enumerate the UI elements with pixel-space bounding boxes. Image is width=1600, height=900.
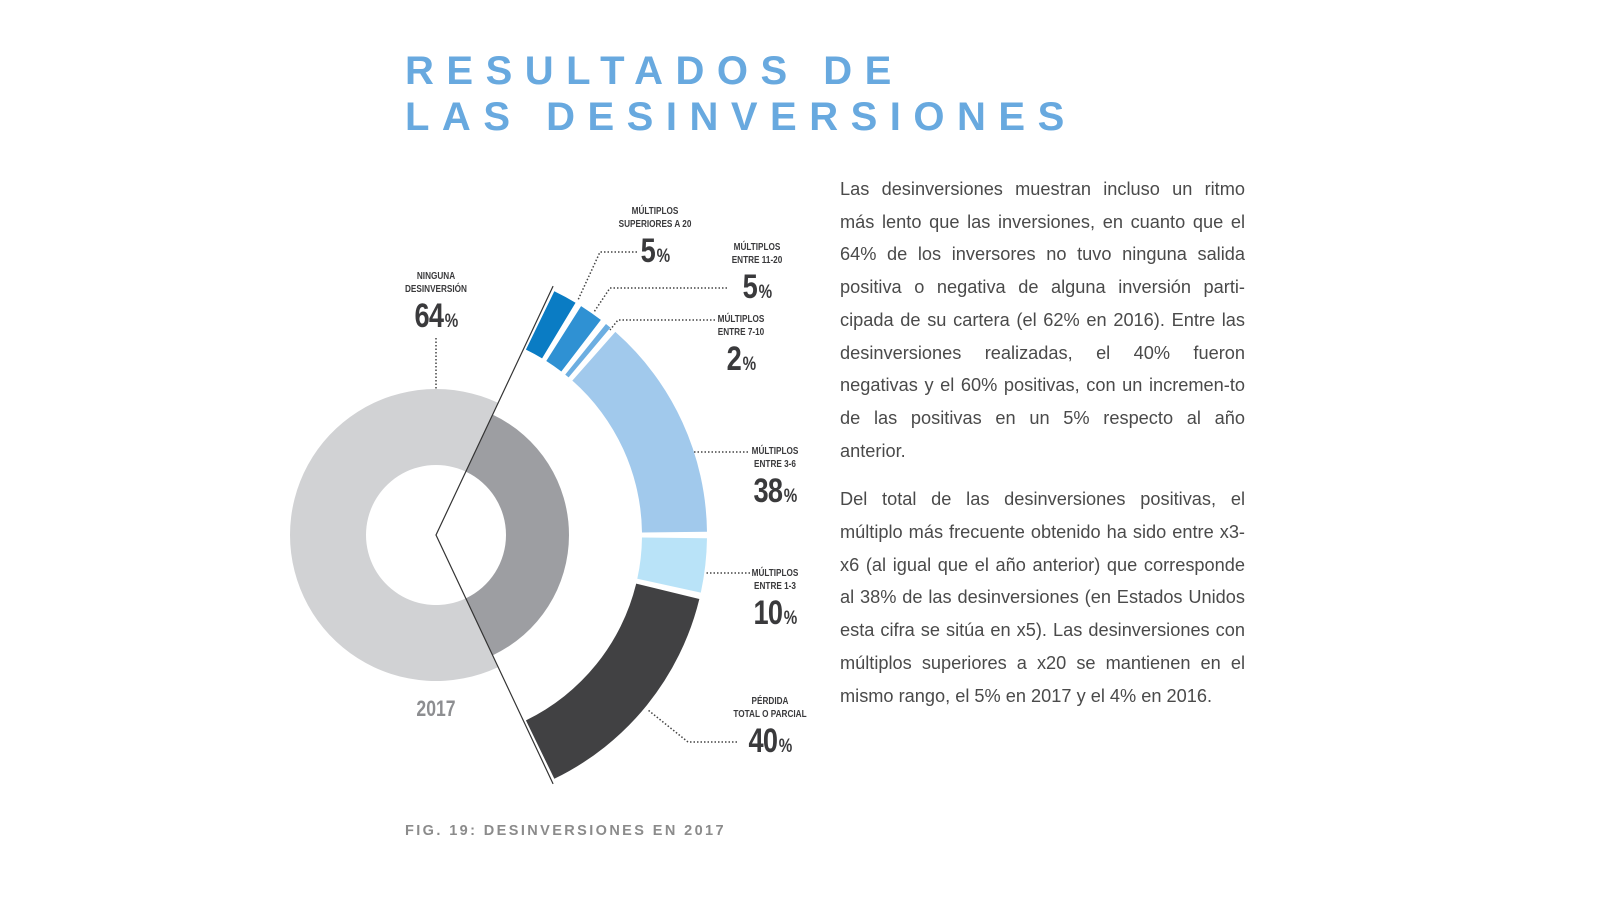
label-value: 10% xyxy=(753,594,798,632)
label-value: 40% xyxy=(748,722,793,760)
label-title: ENTRE 1-3 xyxy=(754,581,796,592)
label-title: MÚLTIPLOS xyxy=(717,314,765,325)
label-title: PÉRDIDA xyxy=(751,696,789,707)
title-line-1: RESULTADOS DE xyxy=(405,49,904,93)
leader-line-2 xyxy=(609,319,715,331)
body-text: Las desinversiones muestran incluso un r… xyxy=(840,173,1245,728)
donut-slice-ninguna xyxy=(290,388,499,681)
breakdown-segment-5 xyxy=(525,583,700,779)
label-title: ENTRE 11-20 xyxy=(731,255,783,266)
label-title: NINGUNA xyxy=(416,271,456,282)
page-title: RESULTADOS DE LAS DESINVERSIONES xyxy=(405,48,1077,140)
paragraph: Las desinversiones muestran incluso un r… xyxy=(840,179,1245,461)
paragraph: Del total de las desinversiones positiva… xyxy=(840,489,1245,706)
donut-slice-desinversiones xyxy=(465,414,569,656)
breakdown-segment-4 xyxy=(637,537,707,593)
figure-caption: FIG. 19: DESINVERSIONES EN 2017 xyxy=(405,823,726,839)
label-title: ENTRE 7-10 xyxy=(717,327,765,338)
label-title: MÚLTIPLOS xyxy=(631,206,679,217)
label-value: 5% xyxy=(640,232,670,270)
label-breakdown-1: MÚLTIPLOS ENTRE 11-20 5% xyxy=(726,241,788,311)
label-title: MÚLTIPLOS xyxy=(733,242,781,253)
connector-lines xyxy=(435,285,554,785)
label-title: MÚLTIPLOS xyxy=(751,568,799,579)
label-value: 38% xyxy=(753,472,798,510)
breakdown-segment-1 xyxy=(546,306,601,372)
breakdown-segment-2 xyxy=(565,323,611,378)
label-title: SUPERIORES A 20 xyxy=(618,219,692,230)
label-breakdown-5: PÉRDIDA TOTAL O PARCIAL 40% xyxy=(725,695,814,765)
label-value: 2% xyxy=(726,340,756,378)
title-line-2: LAS DESINVERSIONES xyxy=(405,95,1077,139)
label-title: ENTRE 3-6 xyxy=(754,459,796,470)
label-title: DESINVERSIÓN xyxy=(405,284,467,295)
label-title: MÚLTIPLOS xyxy=(751,446,799,457)
label-breakdown-2: MÚLTIPLOS ENTRE 7-10 2% xyxy=(712,313,769,383)
leader-line-5 xyxy=(647,709,737,743)
label-value: 5% xyxy=(742,268,772,306)
label-breakdown-4: MÚLTIPLOS ENTRE 1-3 10% xyxy=(746,567,803,637)
breakdown-segment-0 xyxy=(525,291,576,359)
label-title: TOTAL O PARCIAL xyxy=(733,709,807,720)
label-ninguna: NINGUNA DESINVERSIÓN 64% xyxy=(398,270,474,340)
breakdown-segment-3 xyxy=(572,331,707,533)
label-breakdown-0: MÚLTIPLOS SUPERIORES A 20 5% xyxy=(611,205,700,275)
leader-line-1 xyxy=(593,287,727,313)
year-label: 2017 xyxy=(416,696,456,721)
label-value: 64% xyxy=(414,297,459,335)
label-breakdown-3: MÚLTIPLOS ENTRE 3-6 38% xyxy=(746,445,803,515)
